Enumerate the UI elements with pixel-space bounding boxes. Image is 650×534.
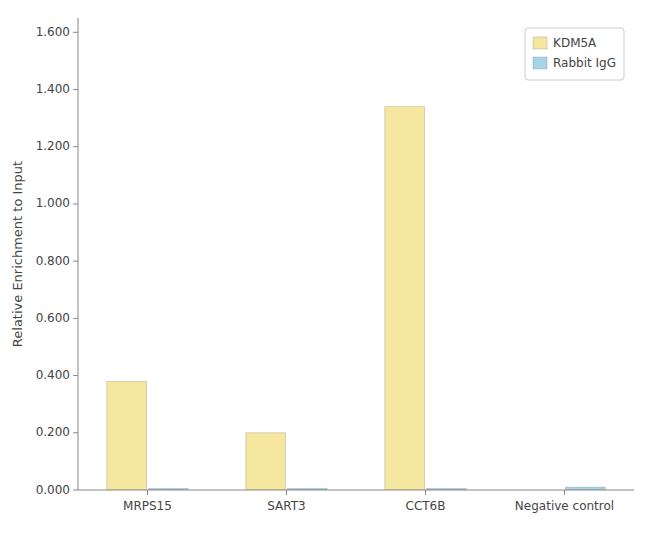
legend-label: Rabbit IgG	[553, 56, 616, 70]
y-tick	[73, 490, 78, 491]
y-tick-label: 1.000	[36, 196, 70, 210]
y-tick	[73, 146, 78, 147]
y-tick-label: 0.800	[36, 254, 70, 268]
bar	[246, 433, 286, 490]
legend-swatch	[533, 37, 547, 49]
legend-swatch	[533, 57, 547, 69]
legend: KDM5A Rabbit IgG	[525, 28, 624, 80]
y-tick	[73, 375, 78, 376]
y-tick-label: 1.200	[36, 139, 70, 153]
x-axis-line	[78, 490, 634, 491]
y-tick-label: 0.600	[36, 311, 70, 325]
x-tick-label: Negative control	[515, 499, 614, 513]
x-tick-label: CCT6B	[406, 499, 446, 513]
bars	[107, 107, 605, 490]
x-tick-label: MRPS15	[123, 499, 172, 513]
x-tick	[425, 490, 426, 495]
y-tick-label: 0.200	[36, 425, 70, 439]
y-tick-label: 1.600	[36, 25, 70, 39]
y-tick-label: 0.400	[36, 368, 70, 382]
y-tick	[73, 432, 78, 433]
y-axis-label: Relative Enrichment to Input	[10, 161, 25, 347]
y-tick	[73, 89, 78, 90]
chart-svg: 0.000 0.200 0.400 0.600 0.800 1.000 1.200 1.400…	[0, 0, 650, 534]
x-tick	[564, 490, 565, 495]
y-tick-label: 0.000	[36, 483, 70, 497]
y-tick-label: 1.400	[36, 82, 70, 96]
x-tick	[147, 490, 148, 495]
x-tick-label: SART3	[267, 499, 305, 513]
y-tick	[73, 32, 78, 33]
y-tick	[73, 261, 78, 262]
bar	[107, 381, 147, 490]
y-tick	[73, 318, 78, 319]
x-tick	[286, 490, 287, 495]
bar	[385, 107, 425, 490]
y-tick	[73, 203, 78, 204]
y-axis-line	[78, 18, 79, 490]
legend-label: KDM5A	[553, 36, 597, 50]
axes: 0.000 0.200 0.400 0.600 0.800 1.000 1.200 1.400…	[36, 18, 634, 513]
legend-frame	[525, 28, 624, 80]
